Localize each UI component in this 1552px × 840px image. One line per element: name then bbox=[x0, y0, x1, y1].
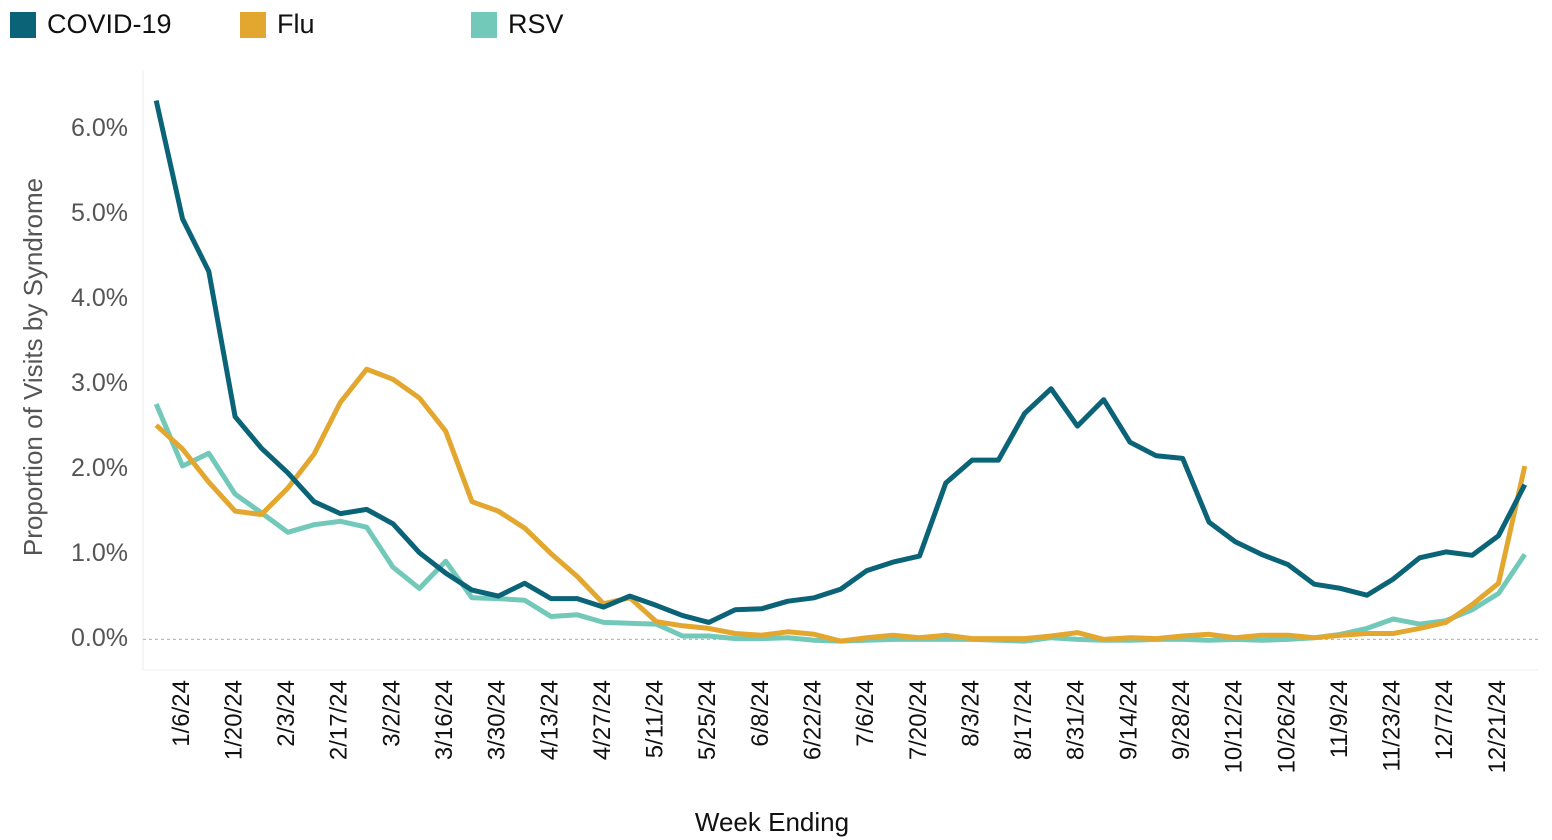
x-tick-label: 1/6/24 bbox=[168, 680, 195, 747]
x-tick-label: 4/27/24 bbox=[589, 680, 616, 760]
x-tick-label: 10/12/24 bbox=[1221, 680, 1248, 773]
y-tick-label: 0.0% bbox=[71, 624, 128, 652]
y-tick-label: 1.0% bbox=[71, 539, 128, 567]
y-tick-label: 5.0% bbox=[71, 199, 128, 227]
legend-label: RSV bbox=[508, 9, 564, 39]
series-line bbox=[154, 366, 1528, 644]
x-tick-label: 9/28/24 bbox=[1168, 680, 1195, 760]
y-tick-label: 3.0% bbox=[71, 369, 128, 397]
x-tick-label: 8/31/24 bbox=[1063, 680, 1090, 760]
legend-swatch bbox=[471, 12, 497, 38]
y-tick-label: 6.0% bbox=[71, 114, 128, 142]
x-tick-label: 7/20/24 bbox=[905, 680, 932, 760]
x-tick-label: 5/11/24 bbox=[642, 680, 669, 758]
legend-label: COVID-19 bbox=[47, 9, 172, 39]
x-tick-label: 8/3/24 bbox=[957, 680, 984, 747]
x-tick-label: 1/20/24 bbox=[220, 680, 247, 760]
x-tick-label: 11/9/24 bbox=[1326, 680, 1353, 758]
legend-swatch bbox=[240, 12, 266, 38]
y-tick-label: 4.0% bbox=[71, 284, 128, 312]
x-tick-label: 12/21/24 bbox=[1484, 680, 1511, 773]
x-tick-label: 10/26/24 bbox=[1273, 680, 1300, 773]
y-axis-title: Proportion of Visits by Syndrome bbox=[18, 178, 48, 556]
y-tick-label: 2.0% bbox=[71, 454, 128, 482]
x-tick-label: 6/8/24 bbox=[747, 680, 774, 747]
x-tick-label: 3/30/24 bbox=[484, 680, 511, 760]
x-tick-label: 7/6/24 bbox=[852, 680, 879, 747]
x-tick-label: 12/7/24 bbox=[1431, 680, 1458, 760]
x-tick-label: 2/17/24 bbox=[326, 680, 353, 760]
x-axis-title: Week Ending bbox=[695, 807, 849, 837]
x-tick-label: 6/22/24 bbox=[800, 680, 827, 760]
series-line bbox=[153, 100, 1528, 625]
x-tick-label: 4/13/24 bbox=[536, 680, 563, 760]
x-tick-label: 3/2/24 bbox=[378, 680, 405, 747]
x-tick-label: 8/17/24 bbox=[1010, 680, 1037, 760]
series-line bbox=[153, 403, 1527, 644]
x-tick-label: 9/14/24 bbox=[1115, 680, 1142, 760]
x-tick-label: 2/3/24 bbox=[273, 680, 300, 747]
legend-label: Flu bbox=[277, 9, 315, 39]
legend-swatch bbox=[10, 12, 36, 38]
x-tick-label: 11/23/24 bbox=[1379, 680, 1406, 772]
x-tick-label: 3/16/24 bbox=[431, 680, 458, 760]
x-tick-label: 5/25/24 bbox=[694, 680, 721, 760]
